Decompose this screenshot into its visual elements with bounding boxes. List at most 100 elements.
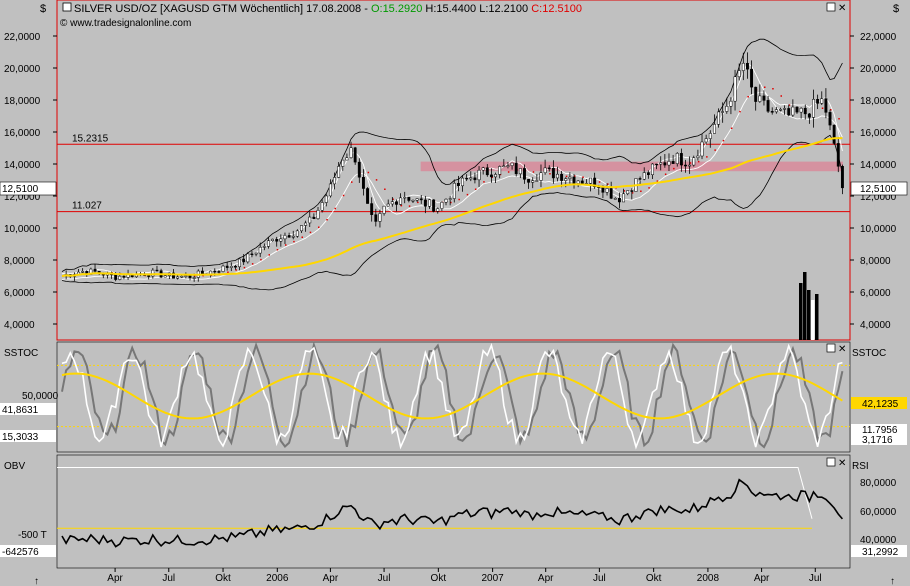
candle bbox=[345, 153, 349, 161]
candle bbox=[221, 264, 225, 273]
candle bbox=[692, 155, 696, 167]
candle bbox=[250, 250, 254, 258]
header-symbol: SILVER USD/OZ [XAGUSD GTM Wöchentlich] 1… bbox=[74, 3, 582, 15]
close-icon-sstoc[interactable]: ✕ bbox=[838, 344, 846, 355]
candle bbox=[741, 52, 745, 81]
candle bbox=[312, 213, 316, 220]
sstoc-value-box-4 bbox=[851, 424, 907, 434]
candle bbox=[733, 69, 737, 111]
candle bbox=[316, 207, 320, 220]
candle bbox=[333, 172, 336, 190]
candle bbox=[506, 162, 510, 169]
level-label-upper: 15.2315 bbox=[72, 133, 109, 144]
scroll-up-arrow-left-icon[interactable]: ↑ bbox=[34, 576, 39, 586]
obv-value-box bbox=[0, 545, 56, 557]
restore-icon-sstoc[interactable] bbox=[826, 343, 836, 353]
candle bbox=[646, 170, 650, 179]
x-tick-label: Jul bbox=[378, 573, 391, 584]
candle bbox=[816, 94, 820, 110]
candle bbox=[667, 153, 671, 172]
obv-line bbox=[61, 478, 844, 548]
candle bbox=[238, 258, 242, 271]
lower-band bbox=[61, 134, 843, 291]
price-y-ticks: 22,0000 22,0000 20,0000 20,0000 18,0000 18,00… bbox=[4, 32, 897, 331]
candle bbox=[836, 137, 840, 173]
candle bbox=[531, 177, 535, 189]
window-icon[interactable] bbox=[62, 2, 72, 12]
candle bbox=[498, 165, 502, 179]
candle bbox=[684, 159, 687, 173]
x-axis-ticks: Apr Jul Okt 2006 Apr Jul Okt 2007 Apr Jul Okt 2008 A… bbox=[107, 568, 822, 584]
candle bbox=[671, 154, 675, 164]
candle bbox=[122, 274, 126, 280]
candle bbox=[291, 230, 295, 240]
candle bbox=[551, 160, 555, 184]
candle bbox=[824, 88, 828, 119]
candle bbox=[432, 199, 436, 213]
candle bbox=[783, 105, 787, 115]
candle bbox=[481, 166, 485, 175]
candle bbox=[225, 261, 229, 271]
x-tick-label: Jul bbox=[809, 573, 822, 584]
price-ytick-left: 18,0000 bbox=[4, 96, 41, 107]
candle bbox=[271, 238, 275, 242]
candle bbox=[832, 124, 836, 145]
scroll-up-arrow-right-icon[interactable]: ↑ bbox=[890, 576, 895, 586]
price-ytick-left: 8,0000 bbox=[4, 256, 35, 267]
volume-bar bbox=[811, 300, 815, 340]
candle bbox=[494, 172, 498, 184]
price-ytick-left: 16,0000 bbox=[4, 128, 41, 139]
long-moving-average bbox=[61, 137, 843, 278]
price-ytick-left: 10,0000 bbox=[4, 224, 41, 235]
candle bbox=[754, 86, 758, 111]
candle bbox=[382, 205, 386, 216]
candle bbox=[81, 268, 85, 273]
x-tick-label: Apr bbox=[323, 573, 339, 584]
sstoc-value-box-1 bbox=[0, 403, 56, 415]
x-tick-label: Okt bbox=[646, 573, 662, 584]
candle bbox=[717, 108, 720, 128]
price-ytick-right: 20,0000 bbox=[860, 64, 897, 75]
candle bbox=[568, 172, 572, 184]
restore-icon-obv[interactable] bbox=[826, 457, 836, 467]
price-ytick-right: 14,0000 bbox=[860, 160, 897, 171]
obv-value: -642576 bbox=[2, 547, 39, 558]
current-price-right: 12,5100 bbox=[860, 184, 897, 195]
candle bbox=[547, 165, 551, 172]
rsi-label-right: RSI bbox=[852, 461, 869, 472]
current-price-box-left bbox=[0, 181, 57, 196]
candle bbox=[518, 168, 522, 179]
candle bbox=[523, 164, 526, 184]
price-ytick-right: 22,0000 bbox=[860, 32, 897, 43]
sstoc-lines bbox=[57, 341, 850, 450]
x-tick-label: Jul bbox=[593, 573, 606, 584]
candle bbox=[820, 91, 824, 105]
candle bbox=[361, 169, 365, 196]
restore-icon[interactable] bbox=[826, 2, 836, 12]
candle bbox=[415, 198, 419, 203]
candle bbox=[712, 114, 716, 134]
current-price-left: 12,5100 bbox=[2, 184, 39, 195]
x-tick-label: Jul bbox=[162, 573, 175, 584]
candle bbox=[659, 156, 663, 171]
candle bbox=[803, 104, 807, 120]
candle bbox=[374, 208, 378, 227]
candle bbox=[708, 130, 712, 148]
close-icon-obv[interactable]: ✕ bbox=[838, 458, 846, 469]
candle bbox=[456, 175, 460, 192]
close-icon[interactable]: ✕ bbox=[838, 3, 846, 14]
x-tick-label: 2008 bbox=[697, 573, 720, 584]
candle bbox=[357, 158, 361, 183]
candle bbox=[151, 267, 155, 279]
rsi-white-line bbox=[57, 466, 813, 519]
candle bbox=[485, 164, 489, 177]
price-ytick-right: 12,0000 bbox=[860, 192, 897, 203]
candle bbox=[337, 162, 341, 179]
sstoc-value-4: 11,7956 bbox=[862, 425, 898, 436]
candle bbox=[700, 134, 704, 160]
price-ytick-right: 6,0000 bbox=[860, 288, 891, 299]
candle bbox=[770, 107, 774, 115]
x-tick-label: Apr bbox=[538, 573, 554, 584]
sstoc-white-line bbox=[61, 342, 843, 450]
candle bbox=[279, 234, 283, 247]
